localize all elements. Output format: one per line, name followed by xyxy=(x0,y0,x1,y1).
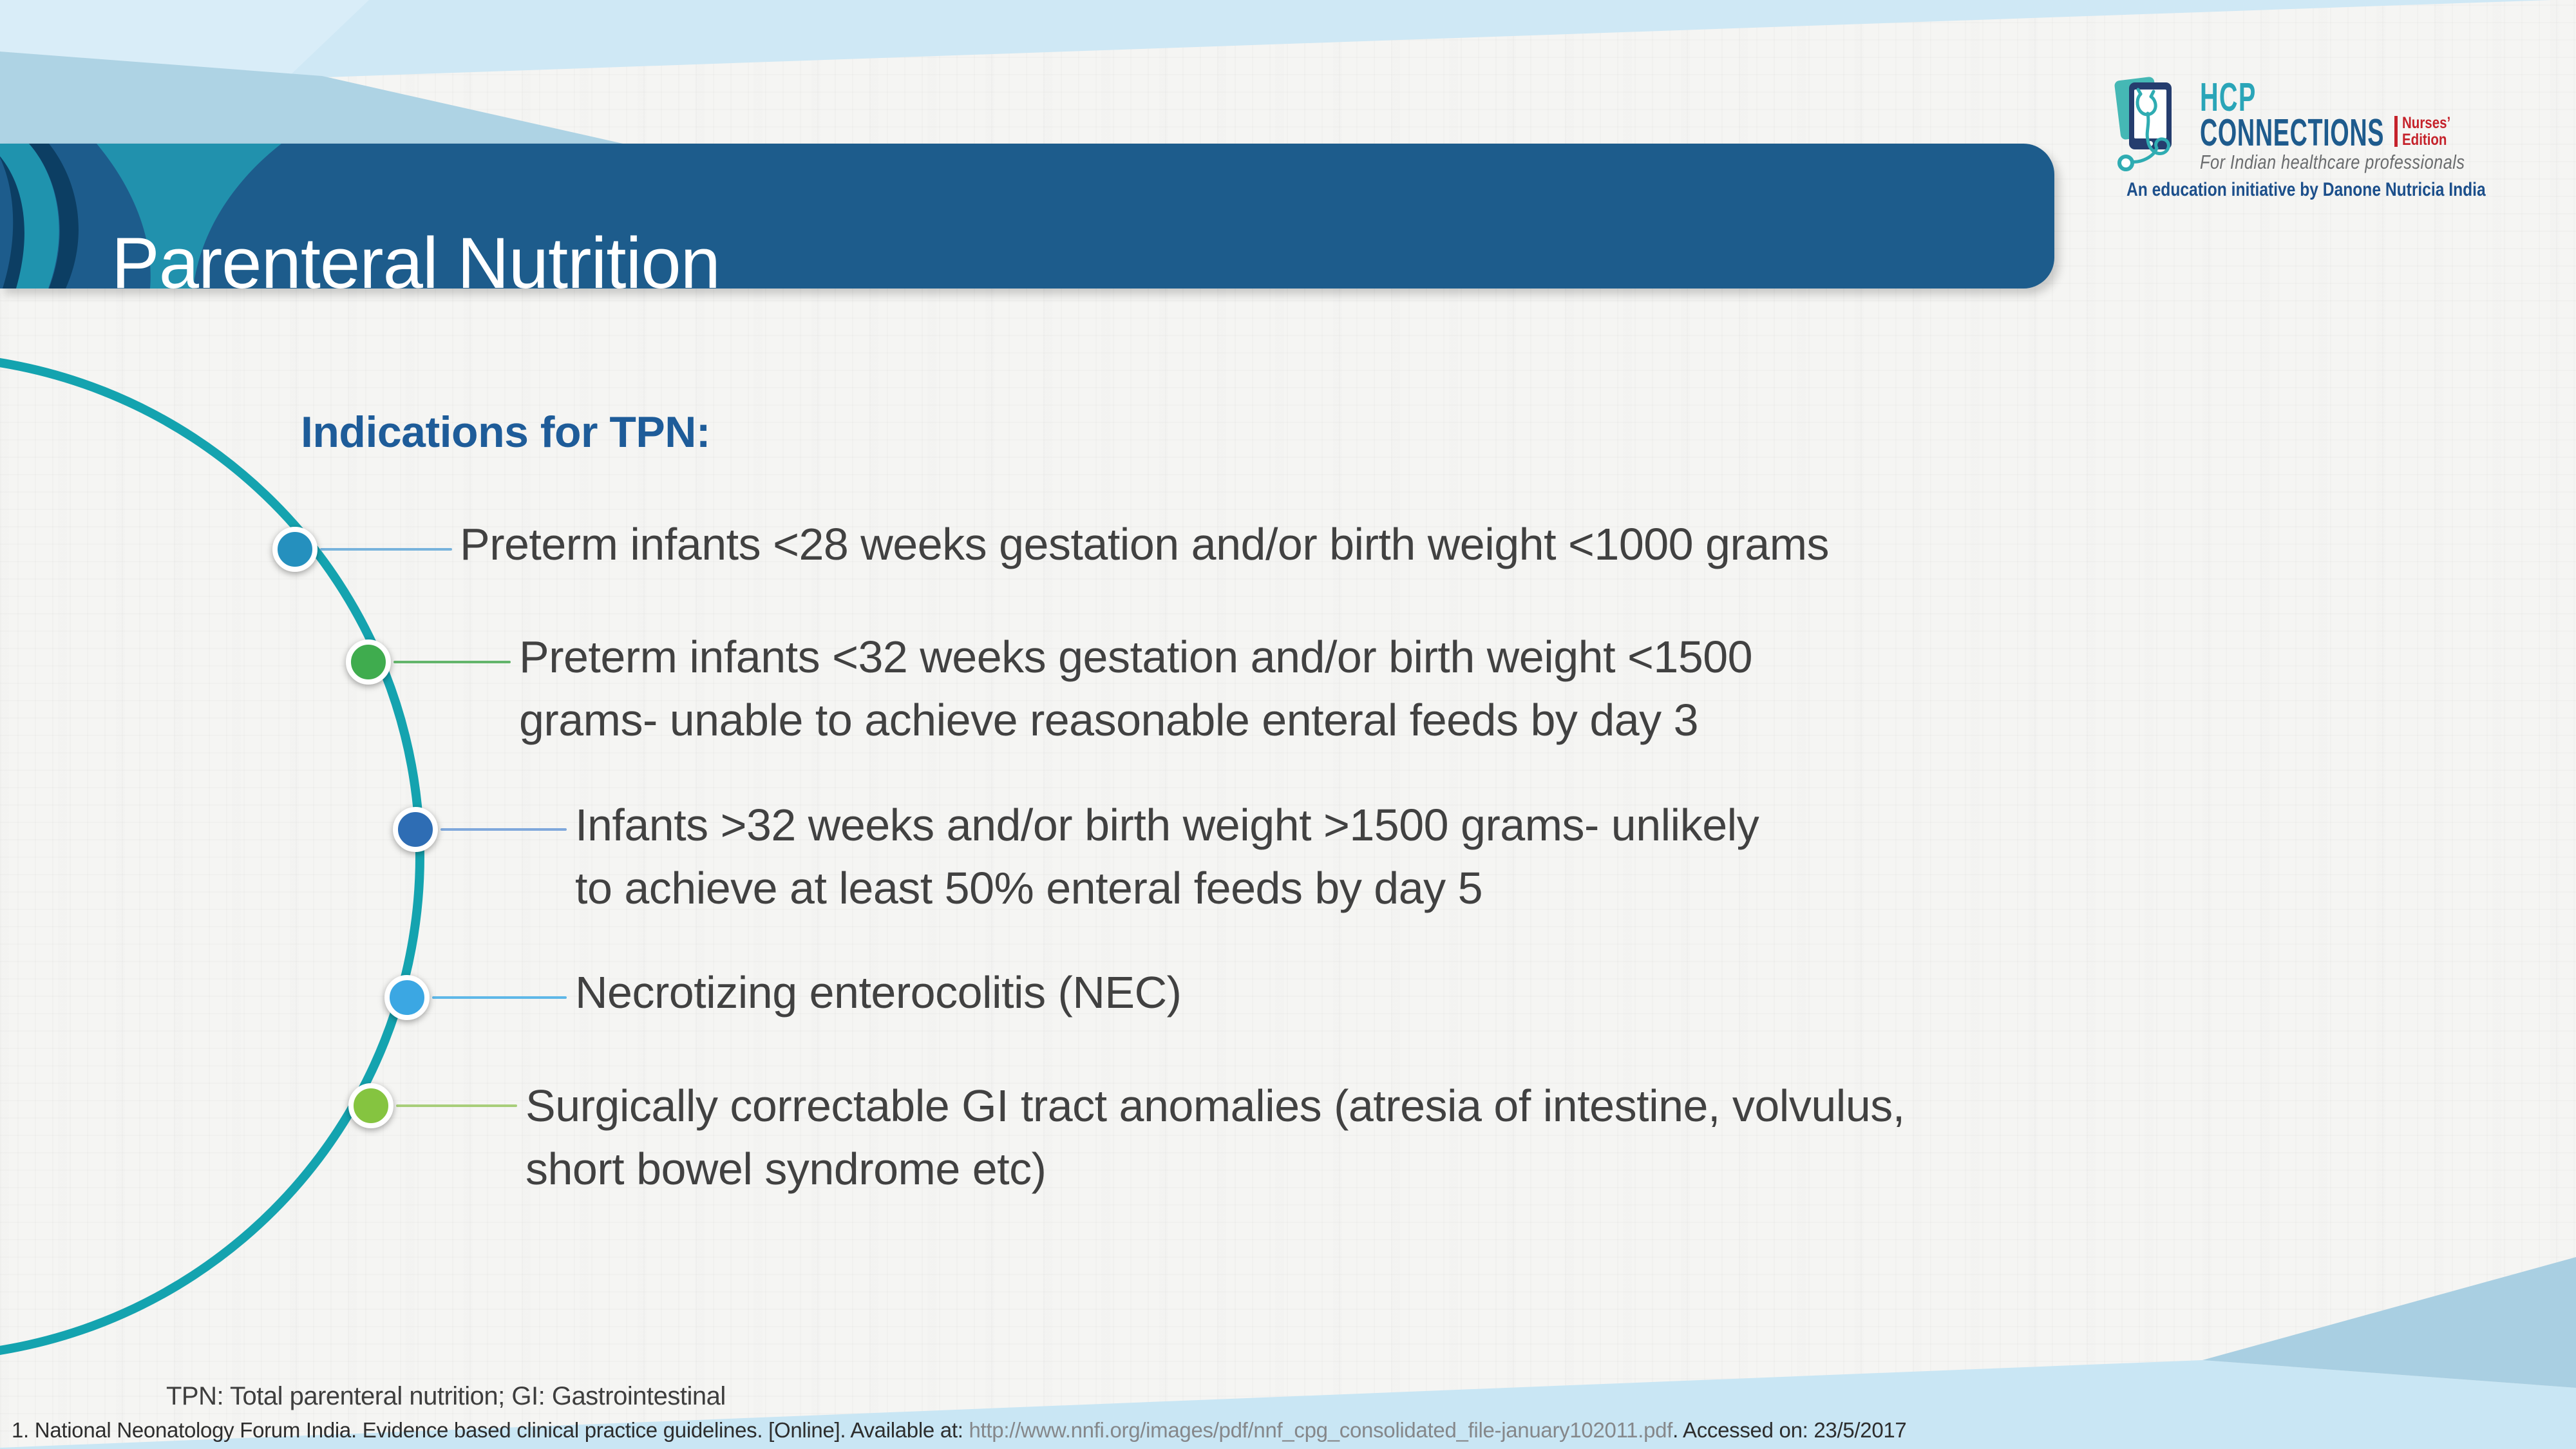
logo-initiative: An education initiative by Danone Nutric… xyxy=(2126,179,2486,200)
bullet-connector-5 xyxy=(396,1104,517,1107)
citation-text: 1. National Neonatology Forum India. Evi… xyxy=(12,1418,969,1442)
top-decor-shapes xyxy=(0,0,2552,146)
bullet-text-1: Preterm infants <28 weeks gestation and/… xyxy=(460,519,1830,569)
bullet-marker-2 xyxy=(346,639,391,685)
title-bar-wave-decor xyxy=(0,144,281,289)
hcp-connections-logo: HCP CONNECTIONS Nurses’ Edition For Indi… xyxy=(2112,70,2537,205)
title-bar: Parenteral Nutrition xyxy=(0,144,2054,289)
bullet-text-3: Infants >32 weeks and/or birth weight >1… xyxy=(575,800,1759,913)
logo-red-separator xyxy=(2394,116,2398,147)
logo-hcp-text: HCP xyxy=(2200,75,2257,120)
bullet-connector-4 xyxy=(432,996,567,999)
bullet-connector-2 xyxy=(393,661,511,663)
bullet-text-5: Surgically correctable GI tract anomalie… xyxy=(526,1081,1905,1194)
bullet-marker-4 xyxy=(384,975,430,1020)
bullet-marker-1 xyxy=(272,527,317,572)
bullet-connector-1 xyxy=(320,548,452,551)
reference-citation: 1. National Neonatology Forum India. Evi… xyxy=(12,1418,1907,1443)
bullet-connector-3 xyxy=(440,828,567,831)
bullet-marker-5 xyxy=(348,1083,393,1128)
logo-tagline: For Indian healthcare professionals xyxy=(2200,151,2465,173)
abbreviation-footnote: TPN: Total parenteral nutrition; GI: Gas… xyxy=(166,1382,726,1410)
section-heading: Indications for TPN: xyxy=(301,408,711,457)
page-title: Parenteral Nutrition xyxy=(111,223,721,289)
citation-url: http://www.nnfi.org/images/pdf/nnf_cpg_c… xyxy=(969,1418,1673,1442)
bullet-marker-3 xyxy=(393,807,438,852)
bottom-decor-shapes xyxy=(0,1257,2576,1449)
bullet-text-2: Preterm infants <32 weeks gestation and/… xyxy=(519,632,1753,745)
citation-access-date: . Accessed on: 23/5/2017 xyxy=(1672,1418,1907,1442)
logo-edition-text: Nurses’ Edition xyxy=(2402,114,2451,149)
logo-connections-text: CONNECTIONS xyxy=(2200,111,2385,154)
tablet-stethoscope-icon xyxy=(2114,77,2172,171)
bullet-text-4: Necrotizing enterocolitis (NEC) xyxy=(575,967,1182,1018)
